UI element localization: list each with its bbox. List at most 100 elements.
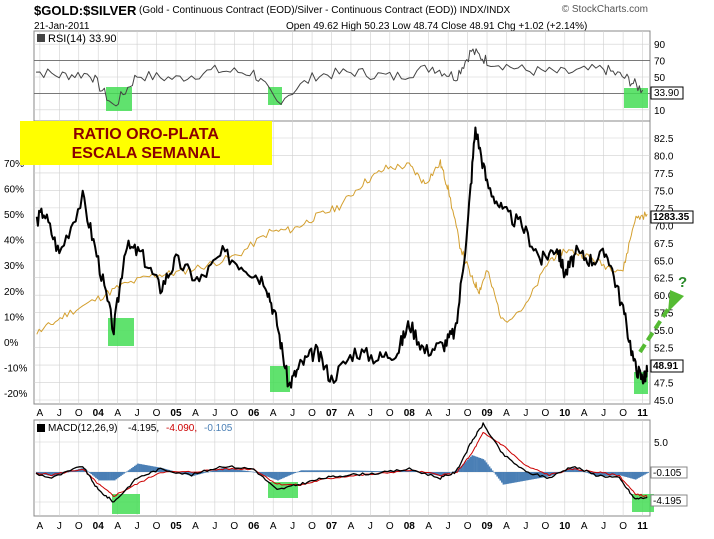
macd-histogram-bar xyxy=(261,472,264,475)
rsi-tick-label: 90 xyxy=(654,40,666,51)
chart-date: 21-Jan-2011 xyxy=(34,21,90,32)
price-right-tick-label: 70.0 xyxy=(654,221,674,232)
macd-histogram-bar xyxy=(129,469,132,472)
macd-histogram-bar xyxy=(112,472,115,481)
macd-histogram-bar xyxy=(504,472,506,485)
macd-histogram-bar xyxy=(146,465,149,472)
macd-histogram-bar xyxy=(213,470,216,472)
macd-histogram-bar xyxy=(583,471,586,473)
macd-histogram-bar xyxy=(502,472,505,485)
macd-histogram-bar xyxy=(487,464,489,472)
macd-histogram-bar xyxy=(469,456,472,472)
macd-histogram-bar xyxy=(309,470,312,472)
macd-histogram-bar xyxy=(281,472,284,479)
macd-histogram-bar xyxy=(137,463,139,472)
macd-histogram-bar xyxy=(322,470,324,472)
macd-histogram-bar xyxy=(329,470,332,472)
price-left-tick-label: 30% xyxy=(4,261,24,272)
macd-histogram-bar xyxy=(311,470,314,472)
macd-label-macd: -4.195, xyxy=(128,423,159,434)
x-tick-label: 08 xyxy=(404,408,416,419)
macd-histogram-bar xyxy=(532,472,534,480)
macd-histogram-bar xyxy=(269,472,272,478)
macd-histogram-bar xyxy=(320,470,323,472)
macd-histogram-bar xyxy=(350,470,352,472)
x-tick-label: O xyxy=(464,408,472,419)
macd-histogram-bar xyxy=(343,470,346,472)
macd-histogram-bar xyxy=(373,471,376,472)
macd-histogram-bar xyxy=(482,459,485,472)
x-tick-label: A xyxy=(425,408,432,419)
macd-histogram-bar xyxy=(543,472,545,478)
macd-histogram-bar xyxy=(263,472,265,476)
macd-histogram-bar xyxy=(39,472,41,474)
macd-histogram-bar xyxy=(160,467,163,472)
macd-histogram-bar xyxy=(113,472,116,481)
macd-histogram-bar xyxy=(641,472,643,477)
x-tick-label: O xyxy=(308,408,316,419)
macd-histogram-bar xyxy=(287,472,290,476)
macd-histogram-bar xyxy=(222,467,225,472)
macd-histogram-bar xyxy=(602,472,604,476)
macd-histogram-bar xyxy=(109,472,111,481)
macd-histogram-bar xyxy=(473,455,475,472)
macd-histogram-bar xyxy=(135,464,138,472)
macd-histogram-bar xyxy=(497,472,500,479)
macd-histogram-bar xyxy=(446,472,449,474)
macd-histogram-bar xyxy=(116,472,119,479)
macd-histogram-bar xyxy=(283,472,286,478)
macd-histogram-bar xyxy=(488,466,491,472)
macd-histogram-bar xyxy=(149,465,152,472)
x-tick-label-macd: 05 xyxy=(170,521,182,532)
macd-histogram-bar xyxy=(353,470,356,472)
price-left-tick-label: -10% xyxy=(4,363,27,374)
rsi-panel xyxy=(33,30,651,122)
macd-histogram-bar xyxy=(191,472,194,477)
macd-histogram-bar xyxy=(519,472,522,482)
macd-histogram-bar xyxy=(308,470,310,472)
macd-histogram-bar xyxy=(98,472,101,481)
brand-logo-text[interactable]: © StockCharts.com xyxy=(561,4,648,15)
macd-histogram-bar xyxy=(46,472,49,476)
macd-histogram-bar xyxy=(93,472,96,477)
x-tick-label: J xyxy=(446,408,451,419)
macd-histogram-bar xyxy=(623,472,626,477)
macd-histogram-bar xyxy=(459,467,461,472)
macd-histogram-bar xyxy=(541,472,544,478)
gold-price-line xyxy=(36,159,648,335)
macd-histogram-bar xyxy=(207,472,209,473)
macd-histogram-bar xyxy=(289,472,292,476)
macd-histogram-bar xyxy=(314,470,317,472)
macd-histogram-bar xyxy=(513,472,516,483)
macd-histogram-bar xyxy=(110,472,113,481)
x-tick-label: O xyxy=(153,408,161,419)
macd-value-text: -4.195 xyxy=(653,496,682,507)
macd-histogram-bar xyxy=(317,470,320,472)
macd-histogram-bar xyxy=(549,472,552,477)
macd-histogram-bar xyxy=(622,472,625,477)
highlight-box xyxy=(270,366,290,392)
x-tick-label: J xyxy=(57,408,62,419)
macd-histogram-bar xyxy=(211,470,214,472)
macd-histogram-bar xyxy=(490,468,492,472)
macd-histogram-bar xyxy=(368,470,371,472)
macd-histogram-bar xyxy=(595,472,598,477)
macd-histogram-bar xyxy=(564,470,567,472)
x-tick-label: O xyxy=(230,408,238,419)
macd-histogram-bar xyxy=(471,455,474,472)
macd-histogram-bar xyxy=(266,472,268,477)
macd-histogram-bar xyxy=(121,472,124,475)
macd-histogram-bar xyxy=(124,472,127,473)
macd-histogram-bar xyxy=(364,470,366,472)
macd-histogram-bar xyxy=(505,472,508,485)
price-right-tick-label: 67.5 xyxy=(654,239,674,250)
macd-histogram-bar xyxy=(81,468,83,472)
x-tick-label: O xyxy=(541,408,549,419)
macd-histogram-bar xyxy=(455,470,458,472)
macd-histogram-bar xyxy=(90,472,93,475)
macd-histogram-bar xyxy=(485,462,488,472)
macd-histogram-bar xyxy=(155,466,158,472)
macd-histogram-bar xyxy=(233,469,236,472)
macd-histogram-bar xyxy=(132,466,135,472)
macd-histogram-bar xyxy=(348,470,351,472)
